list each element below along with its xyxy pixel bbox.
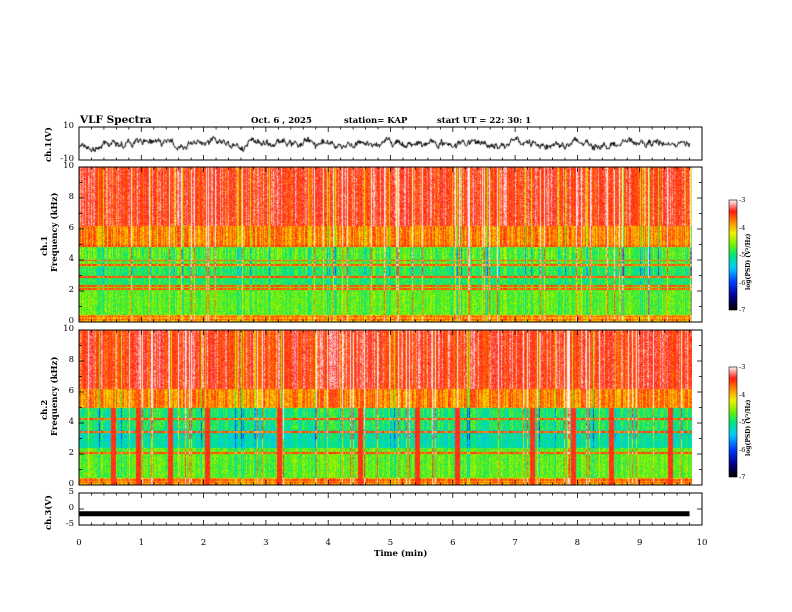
spec2-ytick-label: 8: [68, 355, 74, 365]
xtick-label-2: 2: [200, 538, 207, 548]
ch1-voltage-ylabel: ch.1(V): [44, 127, 54, 162]
colorbar1-tick-label: -4: [739, 223, 746, 232]
ch2-spectrogram-image: [79, 330, 692, 485]
spec1-ytick-label: 10: [63, 161, 74, 171]
ch2-spec-ylabel-ch: ch.2: [40, 399, 50, 420]
ch1-ytick-label: -10: [60, 154, 74, 164]
colorbar1-tick-label: -5: [739, 251, 746, 259]
xtick-label-9: 9: [636, 538, 643, 548]
spec1-ytick-label: 8: [68, 192, 74, 202]
ch1-voltage-trace: [79, 127, 702, 160]
xtick-label-8: 8: [574, 538, 581, 548]
spec1-ytick-label: 0: [68, 316, 74, 326]
colorbar1-tick-label: -7: [739, 306, 746, 314]
spec1-ytick-label: 2: [68, 285, 74, 295]
xtick-label-7: 7: [512, 538, 518, 548]
start-time-label: start UT = 22: 30: 1: [437, 116, 532, 126]
cv-cb2-frame: [728, 366, 738, 478]
colorbar2-tick-label: -3: [739, 363, 746, 371]
xtick-label-4: 4: [325, 538, 331, 548]
xtick-label-1: 1: [138, 538, 145, 548]
colorbar1-tick-label: -3: [739, 196, 746, 204]
xtick-label-5: 5: [387, 538, 394, 548]
ch3-ytick-label: 5: [68, 487, 74, 497]
xtick-label-3: 3: [263, 538, 269, 548]
ch2-spec-ylabel: Frequency (kHz): [50, 356, 60, 436]
ch3-voltage-ylabel: ch.3(V): [44, 495, 54, 530]
cv-cb1-frame: [728, 199, 738, 311]
date-label: Oct. 6 , 2025: [251, 116, 312, 126]
xtick-label-10: 10: [696, 538, 708, 548]
spec1-ytick-label: 4: [68, 254, 74, 264]
spec2-ytick-label: 4: [68, 417, 74, 427]
spec2-ytick-label: 10: [63, 324, 74, 334]
xtick-label-6: 6: [450, 538, 456, 548]
spec1-ytick-label: 6: [68, 223, 74, 233]
colorbar2-tick-label: -7: [739, 473, 746, 481]
spec2-ytick-label: 0: [68, 479, 74, 489]
colorbar2-tick-label: -4: [739, 390, 746, 399]
station-label: station= KAP: [344, 116, 408, 126]
xtick-label-0: 0: [76, 538, 82, 548]
colorbar2-tick-label: -5: [739, 418, 746, 426]
plot-title: VLF Spectra: [80, 114, 152, 126]
ch3-ytick-label: -5: [65, 519, 74, 529]
spec2-ytick-label: 2: [68, 448, 74, 458]
ch1-ytick-label: 10: [63, 121, 74, 131]
ch1-spectrogram-image: [79, 167, 692, 322]
spec2-frame: [78, 329, 703, 486]
colorbar2-label: log(PSD) (V²/Hz): [745, 399, 752, 456]
ch3-ytick-label: 0: [68, 503, 74, 513]
ch1-colorbar: [729, 200, 737, 310]
x-axis-label: Time (min): [374, 549, 428, 559]
ch2-colorbar: [729, 367, 737, 477]
colorbar1-label: log(PSD) (V²/Hz): [745, 233, 752, 290]
ch1-spec-ylabel-ch: ch.1: [40, 235, 50, 256]
spec1-frame: [78, 166, 703, 323]
ch1-spec-ylabel: Frequency (kHz): [50, 192, 60, 272]
colorbar2-tick-label: -6: [739, 445, 746, 454]
spec2-ytick-label: 6: [68, 386, 74, 396]
colorbar1-tick-label: -6: [739, 278, 746, 287]
